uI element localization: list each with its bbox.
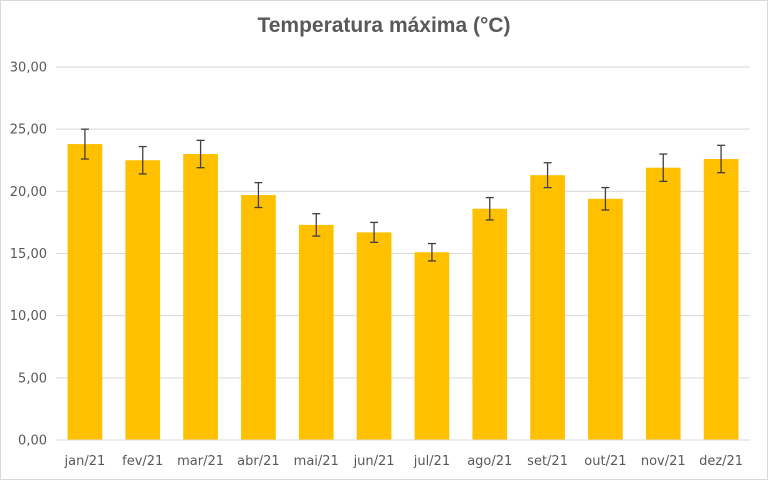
bar (588, 198, 623, 440)
y-tick-label: 20,00 (10, 185, 47, 200)
bar (298, 224, 334, 440)
x-tick-label: jun/21 (353, 454, 395, 469)
x-tick-label: out/21 (584, 454, 626, 469)
x-tick-label: ago/21 (467, 454, 512, 469)
bar (530, 175, 565, 441)
bar (356, 232, 392, 440)
y-tick-label: 0,00 (18, 434, 47, 449)
bar (645, 167, 681, 440)
y-tick-label: 15,00 (10, 247, 47, 262)
bar (67, 144, 103, 440)
x-tick-label: mai/21 (294, 454, 339, 469)
y-tick-label: 30,00 (10, 61, 47, 76)
bar (414, 252, 450, 440)
x-tick-label: abr/21 (237, 454, 280, 469)
x-tick-label: set/21 (527, 454, 568, 469)
bar (241, 195, 276, 440)
bar (125, 160, 161, 440)
x-tick-label: jul/21 (413, 454, 450, 469)
x-tick-label: jan/21 (64, 454, 106, 469)
y-tick-label: 5,00 (18, 371, 47, 386)
x-tick-label: nov/21 (641, 454, 686, 469)
y-tick-label: 10,00 (10, 309, 47, 324)
bar (183, 154, 218, 441)
x-tick-label: mar/21 (177, 454, 224, 469)
x-tick-label: dez/21 (699, 454, 743, 469)
bar (472, 208, 508, 440)
y-tick-label: 25,00 (10, 123, 47, 138)
x-tick-label: fev/21 (122, 454, 163, 469)
bar (703, 159, 739, 441)
chart-title: Temperatura máxima (°C) (257, 14, 511, 37)
